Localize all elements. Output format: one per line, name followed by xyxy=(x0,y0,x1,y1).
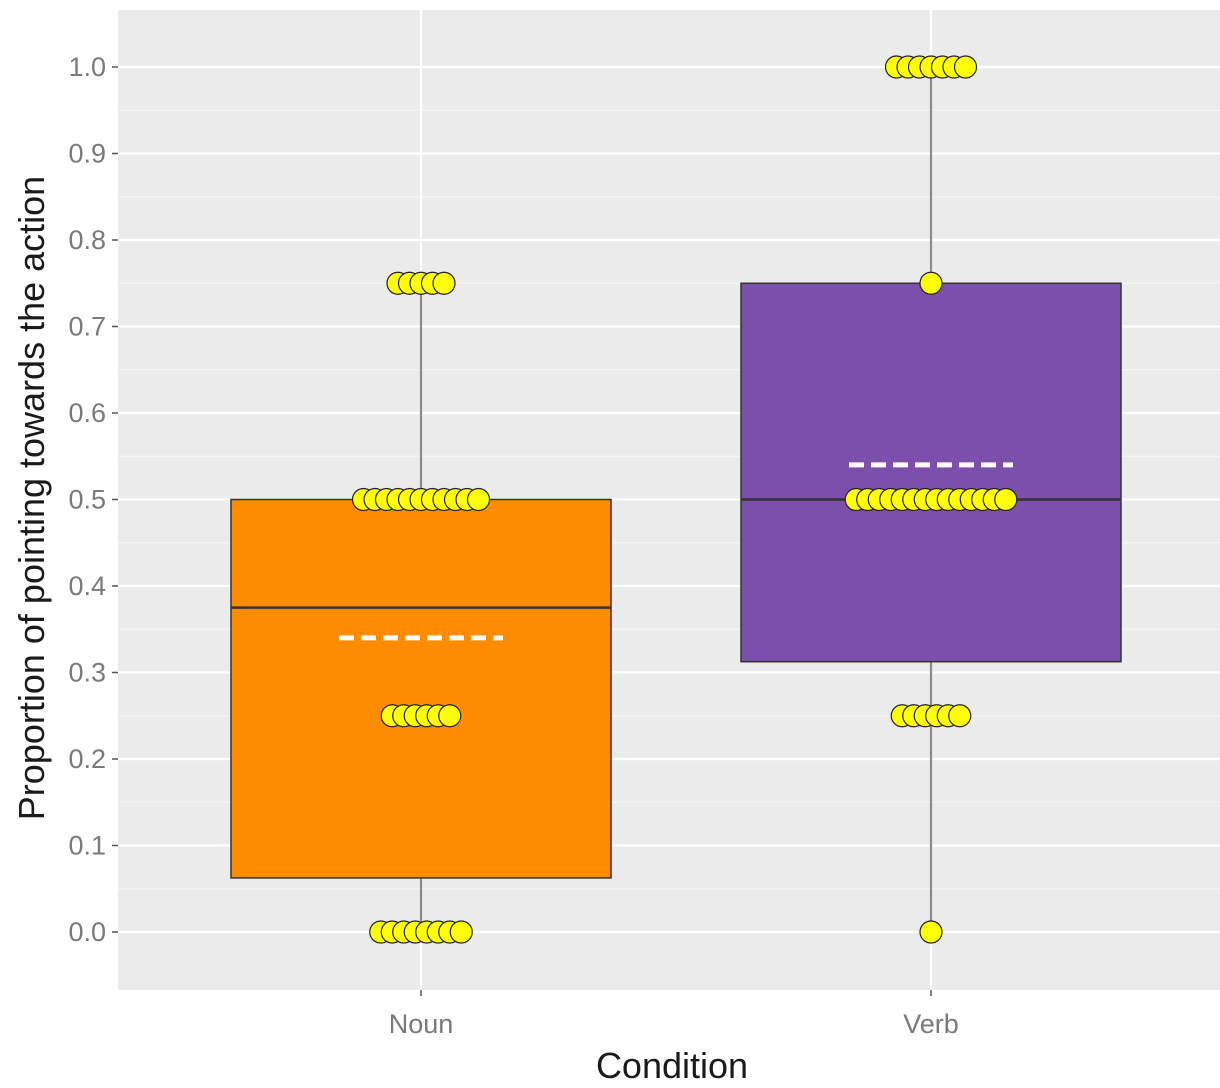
y-axis-title: Proportion of pointing towards the actio… xyxy=(11,176,52,820)
y-tick-label: 0.6 xyxy=(68,398,106,428)
data-point-noun xyxy=(450,921,472,943)
y-tick-label: 0.4 xyxy=(68,571,106,601)
y-tick-label: 0.8 xyxy=(68,225,106,255)
box-noun xyxy=(231,500,611,878)
y-axis: 0.0 0.1 0.2 0.3 0.4 0.5 0.6 0.7 0.8 0.9 1.0 xyxy=(68,52,118,947)
data-point-verb xyxy=(995,489,1017,511)
y-tick-label: 0.9 xyxy=(68,139,106,169)
y-tick-label: 0.2 xyxy=(68,744,106,774)
data-point-noun xyxy=(433,272,455,294)
y-tick-label: 0.1 xyxy=(68,831,106,861)
y-tick-label: 0.5 xyxy=(68,485,106,515)
y-tick-label: 0.3 xyxy=(68,658,106,688)
data-point-verb xyxy=(920,921,942,943)
x-tick-label: Noun xyxy=(389,1009,454,1039)
data-point-verb xyxy=(949,705,971,727)
y-tick-label: 1.0 xyxy=(68,52,106,82)
y-tick-label: 0.0 xyxy=(68,917,106,947)
data-point-noun xyxy=(468,489,490,511)
data-point-verb xyxy=(955,56,977,78)
y-tick-label: 0.7 xyxy=(68,312,106,342)
x-axis-title: Condition xyxy=(596,1045,748,1086)
data-point-verb xyxy=(920,272,942,294)
x-axis: Noun Verb xyxy=(389,990,959,1039)
x-tick-label: Verb xyxy=(903,1009,959,1039)
data-point-noun xyxy=(439,705,461,727)
box-verb xyxy=(741,283,1121,661)
